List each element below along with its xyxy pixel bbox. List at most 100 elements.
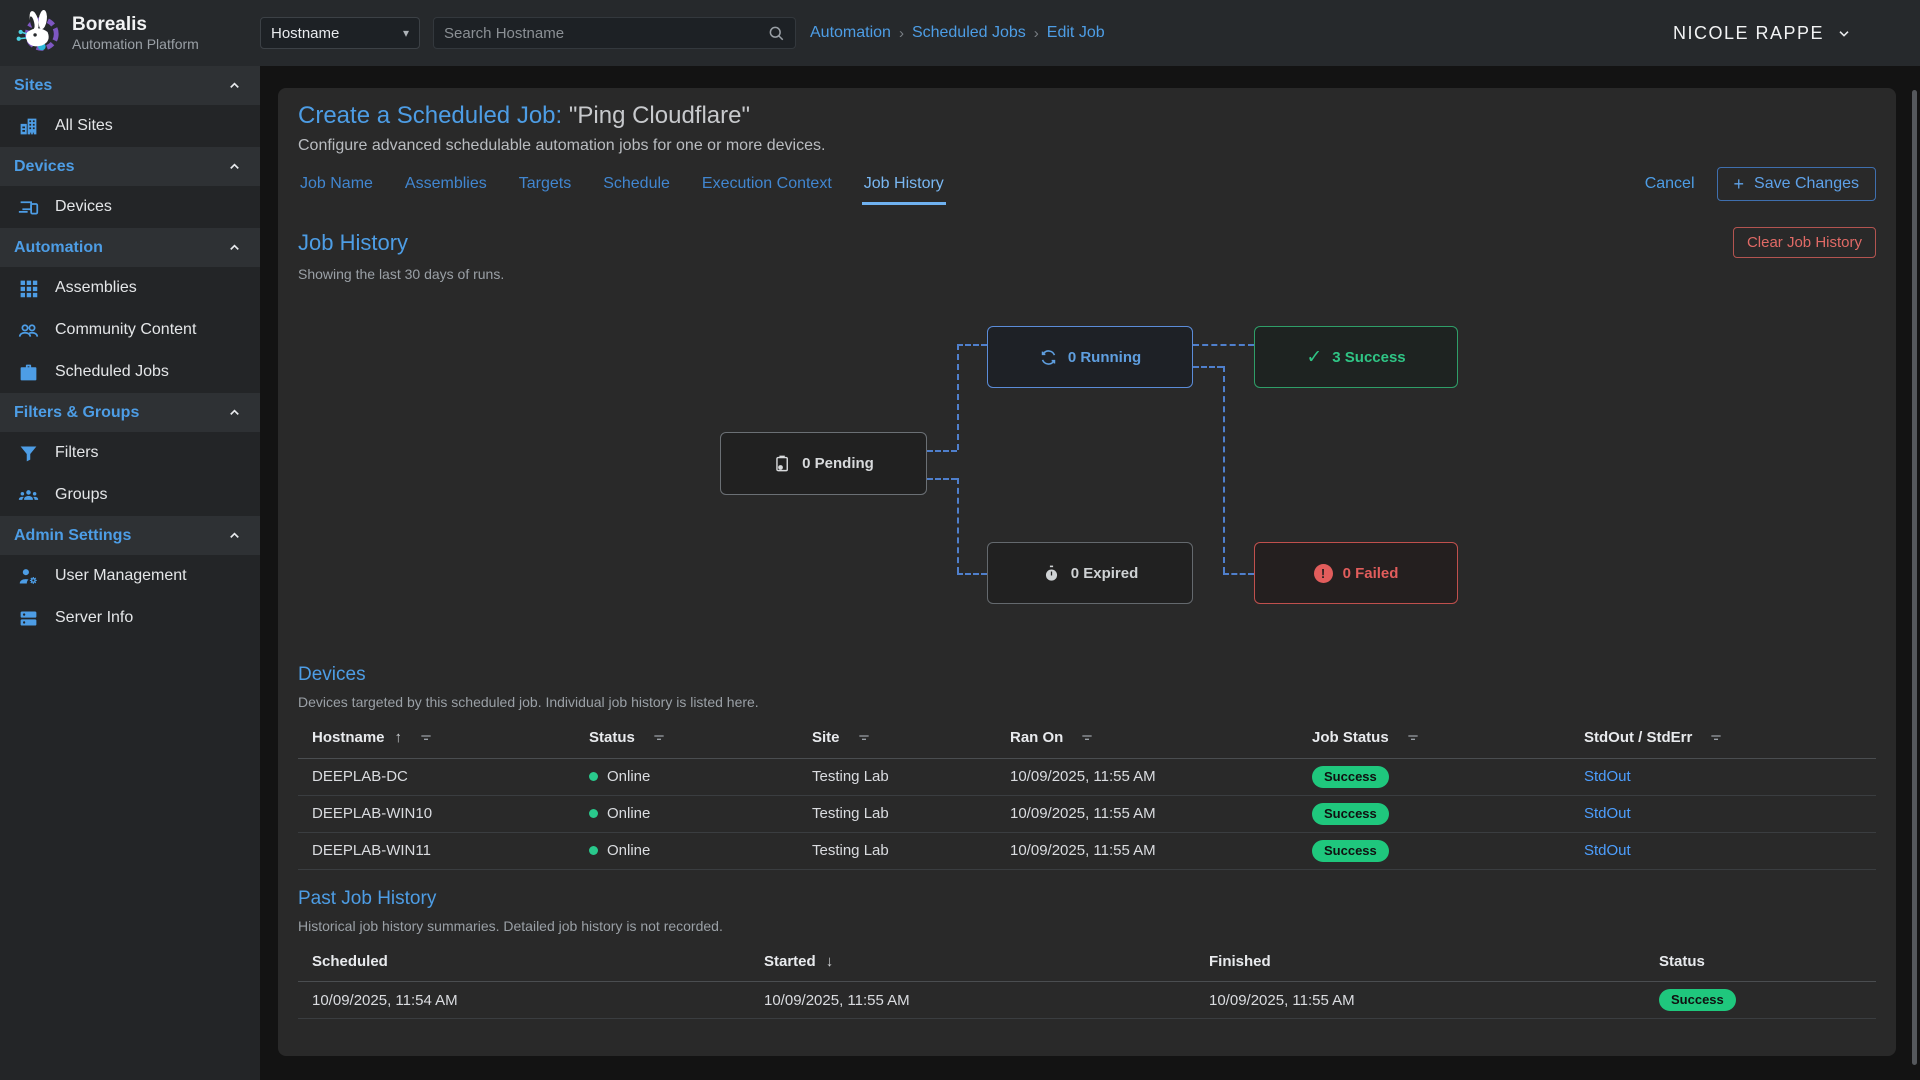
hostname-cell: DEEPLAB-WIN11 — [298, 832, 575, 870]
site-cell: Testing Lab — [798, 758, 996, 796]
job-status-flow-diagram: 0 Pending 0 Running ✓ 3 Success 0 Expire… — [298, 292, 1876, 664]
caret-down-icon: ▾ — [402, 26, 409, 40]
sidebar-item-all-sites[interactable]: All Sites — [0, 105, 260, 147]
tab-job-name[interactable]: Job Name — [300, 175, 373, 192]
node-success[interactable]: ✓ 3 Success — [1254, 326, 1458, 388]
stdout-link[interactable]: StdOut — [1584, 805, 1631, 822]
sidebar-section-devices[interactable]: Devices — [0, 147, 260, 186]
sidebar-item-devices[interactable]: Devices — [0, 186, 260, 228]
clear-job-history-button[interactable]: Clear Job History — [1732, 227, 1876, 258]
hostname-select[interactable]: Hostname ▾ — [260, 17, 420, 49]
online-status-icon — [589, 846, 598, 855]
app-logo-area: Borealis Automation Platform — [0, 8, 260, 58]
sidebar-item-filters[interactable]: Filters — [0, 432, 260, 474]
sidebar-item-groups[interactable]: Groups — [0, 474, 260, 516]
sidebar-item-assemblies[interactable]: Assemblies — [0, 267, 260, 309]
sort-descending-icon: ↓ — [825, 952, 834, 970]
column-header-ran-on[interactable]: Ran On — [996, 718, 1298, 759]
save-changes-label: Save Changes — [1754, 175, 1859, 192]
column-header-scheduled[interactable]: Scheduled — [298, 941, 750, 982]
status-badge: Success — [1659, 989, 1736, 1011]
filter-icon[interactable] — [651, 730, 667, 746]
tab-job-history[interactable]: Job History — [861, 171, 946, 205]
stdout-link[interactable]: StdOut — [1584, 768, 1631, 785]
tab-execution-context[interactable]: Execution Context — [701, 175, 832, 192]
breadcrumb-automation[interactable]: Automation — [810, 24, 891, 41]
sidebar-item-label: Community Content — [55, 321, 197, 338]
ran-on-cell: 10/09/2025, 11:55 AM — [996, 758, 1298, 796]
column-header-status[interactable]: Status — [575, 718, 798, 759]
top-bar: Borealis Automation Platform Hostname ▾ … — [0, 0, 1920, 66]
online-status-icon — [589, 772, 598, 781]
tab-targets[interactable]: Targets — [518, 175, 572, 192]
groups-icon — [18, 485, 39, 506]
node-expired[interactable]: 0 Expired — [987, 542, 1193, 604]
column-header-hostname[interactable]: Hostname ↑ — [298, 718, 575, 759]
past-table-header-row: Scheduled Started ↓ Finished Status — [298, 941, 1876, 982]
sidebar-item-scheduled-jobs[interactable]: Scheduled Jobs — [0, 351, 260, 393]
job-status-cell: Success — [1298, 758, 1570, 796]
main-content: Create a Scheduled Job: "Ping Cloudflare… — [260, 66, 1920, 1080]
node-failed[interactable]: ! 0 Failed — [1254, 542, 1458, 604]
node-pending[interactable]: 0 Pending — [720, 432, 927, 495]
sidebar-item-user-management[interactable]: User Management — [0, 555, 260, 597]
devices-subheading: Devices targeted by this scheduled job. … — [298, 694, 759, 710]
sidebar-item-community-content[interactable]: Community Content — [0, 309, 260, 351]
stdout-cell: StdOut — [1570, 758, 1876, 796]
edit-job-panel: Create a Scheduled Job: "Ping Cloudflare… — [278, 88, 1896, 1056]
chevron-up-icon — [230, 82, 239, 88]
column-header-job-status[interactable]: Job Status — [1298, 718, 1570, 759]
stdout-cell: StdOut — [1570, 795, 1876, 833]
column-header-finished[interactable]: Finished — [1195, 941, 1645, 982]
stdout-link[interactable]: StdOut — [1584, 842, 1631, 859]
filter-icon[interactable] — [1405, 730, 1421, 746]
server-icon — [18, 608, 39, 629]
filter-icon[interactable] — [1079, 730, 1095, 746]
user-name: NICOLE RAPPE — [1672, 22, 1824, 43]
devices-icon — [18, 197, 39, 218]
cancel-button[interactable]: Cancel — [1644, 175, 1695, 192]
check-icon: ✓ — [1306, 346, 1323, 368]
column-header-started[interactable]: Started ↓ — [750, 941, 1195, 982]
sync-icon — [1041, 349, 1056, 365]
job-history-heading: Job History — [298, 229, 409, 255]
hostname-search — [433, 17, 796, 49]
tab-schedule[interactable]: Schedule — [603, 175, 670, 192]
site-cell: Testing Lab — [798, 832, 996, 870]
connector-line — [957, 344, 959, 450]
sidebar-item-server-info[interactable]: Server Info — [0, 597, 260, 639]
table-row: DEEPLAB-DC Online Testing Lab 10/09/2025… — [298, 758, 1876, 796]
connector-line — [927, 450, 957, 452]
filter-icon[interactable] — [856, 730, 872, 746]
column-header-site[interactable]: Site — [798, 718, 996, 759]
section-label: Automation — [14, 238, 103, 256]
sidebar-section-sites[interactable]: Sites — [0, 66, 260, 105]
save-changes-button[interactable]: + Save Changes — [1716, 167, 1876, 201]
tab-bar: Job Name Assemblies Targets Schedule Exe… — [298, 167, 1876, 205]
job-status-cell: Success — [1298, 795, 1570, 833]
sidebar-section-admin-settings[interactable]: Admin Settings — [0, 516, 260, 555]
sidebar-section-automation[interactable]: Automation — [0, 228, 260, 267]
chevron-up-icon — [230, 244, 239, 250]
section-label: Devices — [14, 157, 75, 175]
briefcase-icon — [18, 362, 39, 383]
search-input[interactable] — [444, 24, 767, 42]
filter-icon[interactable] — [418, 730, 434, 746]
sidebar-item-label: Groups — [55, 486, 108, 503]
breadcrumb: Automation › Scheduled Jobs › Edit Job — [810, 24, 1105, 42]
site-cell: Testing Lab — [798, 795, 996, 833]
user-menu[interactable]: NICOLE RAPPE — [1673, 23, 1920, 44]
stdout-cell: StdOut — [1570, 832, 1876, 870]
sidebar-section-filters-groups[interactable]: Filters & Groups — [0, 393, 260, 432]
scheduled-cell: 10/09/2025, 11:54 AM — [298, 981, 750, 1019]
node-running[interactable]: 0 Running — [987, 326, 1193, 388]
filter-icon[interactable] — [1708, 730, 1724, 746]
tab-assemblies[interactable]: Assemblies — [404, 175, 487, 192]
sidebar-item-label: Filters — [55, 444, 99, 461]
vertical-scrollbar[interactable] — [1912, 90, 1917, 1065]
column-header-status[interactable]: Status — [1645, 941, 1876, 982]
status-cell: Success — [1645, 981, 1876, 1019]
breadcrumb-scheduled-jobs[interactable]: Scheduled Jobs — [911, 24, 1026, 41]
column-header-stdout-stderr[interactable]: StdOut / StdErr — [1570, 718, 1876, 759]
breadcrumb-edit-job[interactable]: Edit Job — [1046, 24, 1105, 41]
